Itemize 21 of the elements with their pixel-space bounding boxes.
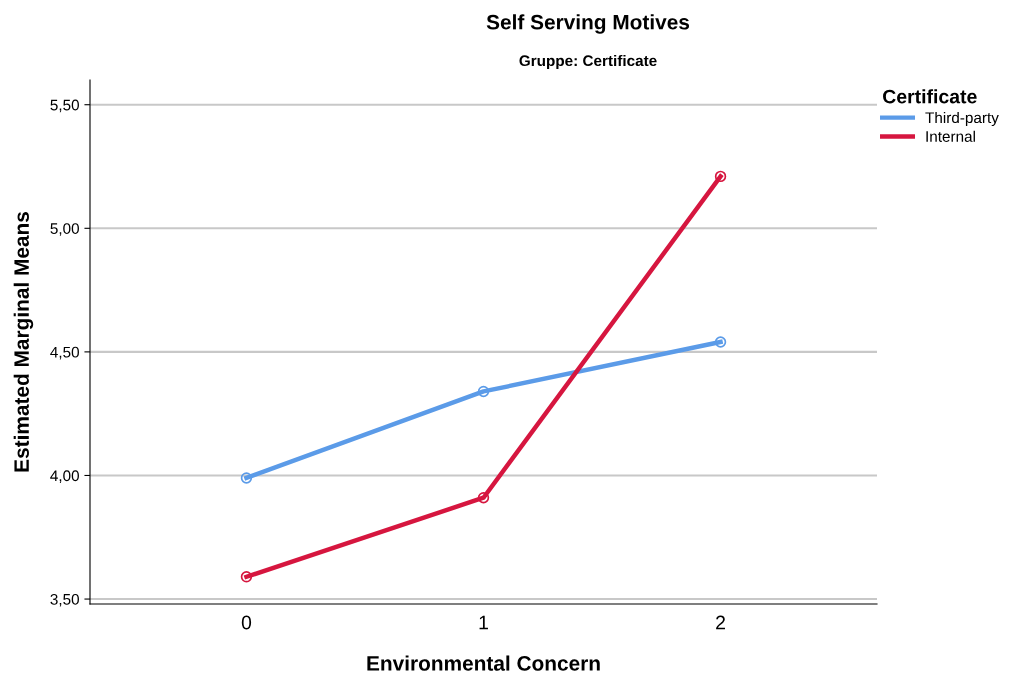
- y-tick-label: 5,50: [50, 99, 79, 113]
- point: [714, 170, 727, 183]
- point: [477, 385, 490, 398]
- point: [240, 472, 253, 484]
- x-tick-label: 2: [716, 615, 725, 630]
- y-tick-label: 4,50: [50, 346, 79, 360]
- chart-subtitle: Gruppe: Certificate: [519, 54, 657, 70]
- x-tick-label: 1: [479, 615, 488, 630]
- legend-title: Certificate: [883, 89, 977, 104]
- point: [714, 336, 727, 348]
- y-tick-label: 3,50: [50, 593, 79, 607]
- chart-title: Self Serving Motives: [486, 14, 690, 34]
- point: [477, 492, 490, 504]
- legend-label: Internal: [926, 130, 975, 142]
- x-tick-label: 0: [241, 615, 252, 630]
- point: [240, 571, 253, 583]
- legend-label: Third-party: [925, 111, 999, 127]
- y-tick-label: 5,00: [50, 223, 79, 236]
- y-tick-label: 4,00: [50, 470, 79, 483]
- y-axis-title: Estimated Marginal Means: [13, 212, 34, 472]
- x-axis-title: Environmental Concern: [367, 655, 600, 671]
